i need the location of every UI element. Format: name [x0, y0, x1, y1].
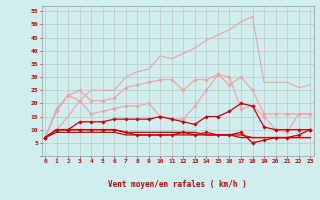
X-axis label: Vent moyen/en rafales ( km/h ): Vent moyen/en rafales ( km/h ) [108, 180, 247, 189]
